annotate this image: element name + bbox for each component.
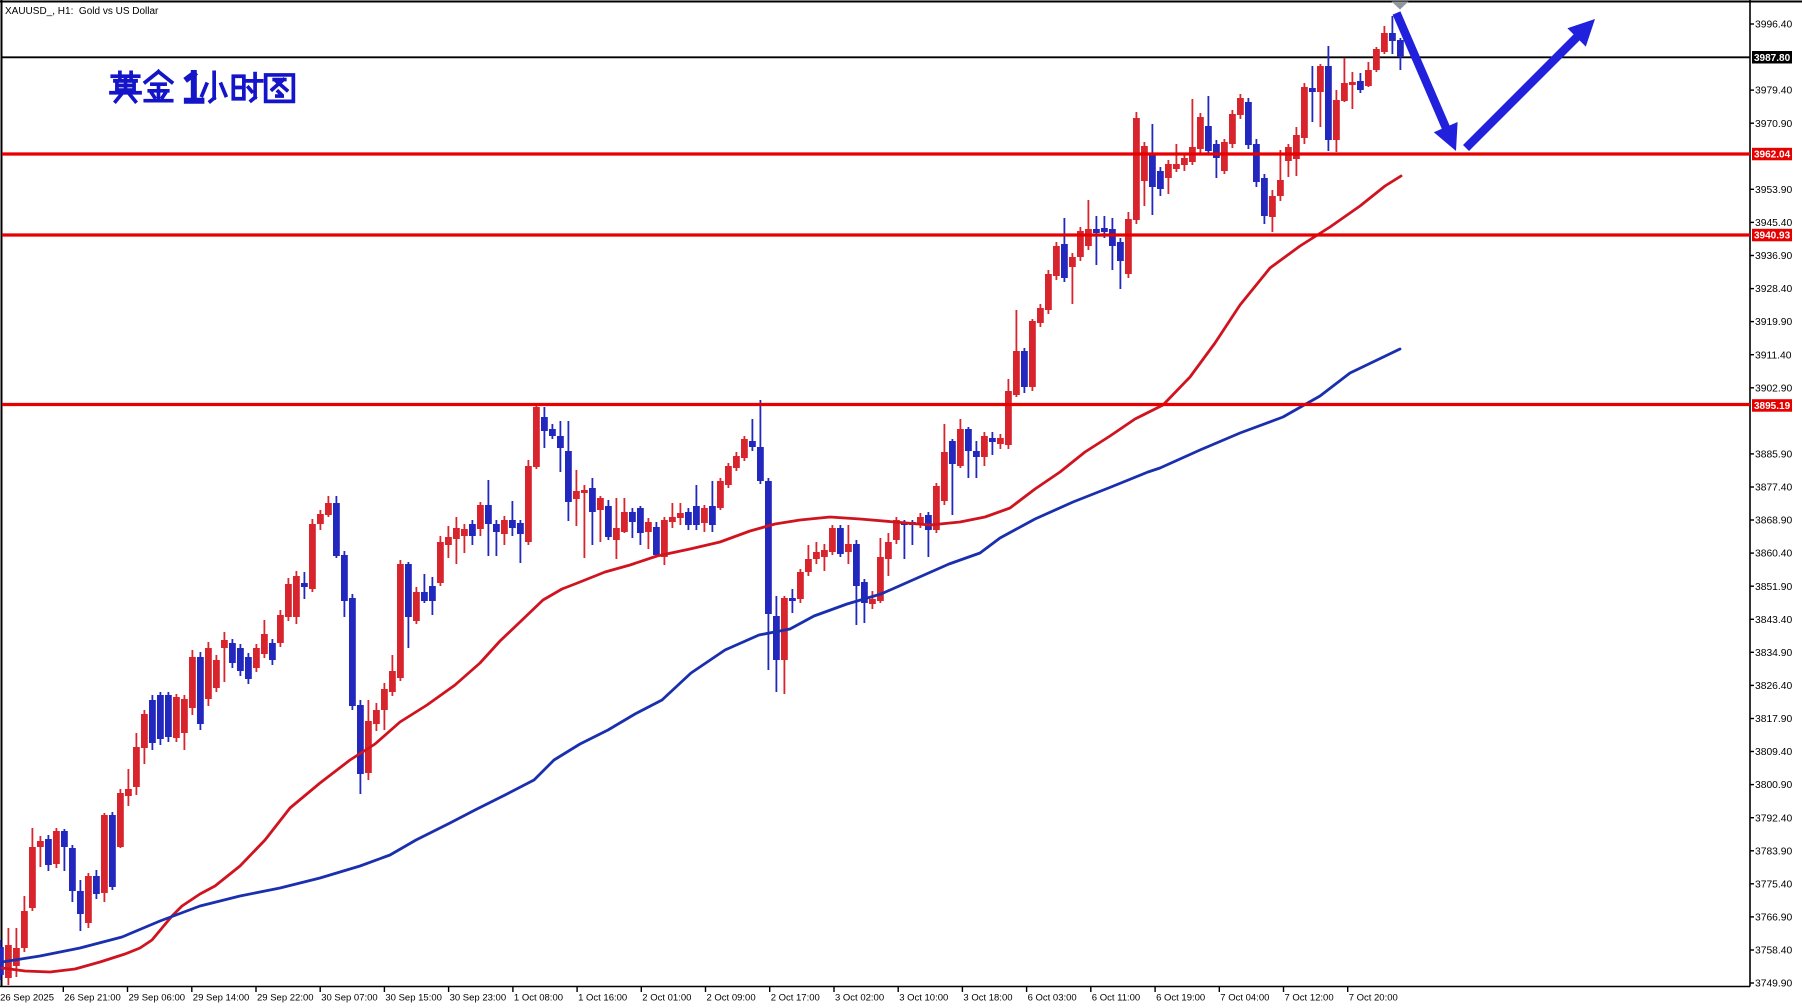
svg-text:3775.40: 3775.40 [1755,879,1792,890]
svg-text:3936.90: 3936.90 [1755,251,1792,262]
svg-text:29 Sep 14:00: 29 Sep 14:00 [193,993,250,1004]
svg-text:3851.90: 3851.90 [1755,582,1792,593]
svg-text:3843.40: 3843.40 [1755,615,1792,626]
svg-text:3945.40: 3945.40 [1755,218,1792,229]
svg-text:6 Oct 03:00: 6 Oct 03:00 [1028,993,1077,1004]
svg-text:2 Oct 09:00: 2 Oct 09:00 [707,993,756,1004]
svg-text:3749.90: 3749.90 [1755,979,1792,990]
svg-text:3970.90: 3970.90 [1755,119,1792,130]
svg-text:3953.90: 3953.90 [1755,185,1792,196]
svg-text:3979.40: 3979.40 [1755,86,1792,97]
svg-text:6 Oct 11:00: 6 Oct 11:00 [1092,993,1140,1004]
svg-text:3996.40: 3996.40 [1755,20,1792,31]
svg-text:6 Oct 19:00: 6 Oct 19:00 [1156,993,1205,1004]
svg-text:26 Sep 2025: 26 Sep 2025 [0,993,54,1004]
svg-text:1 Oct 08:00: 1 Oct 08:00 [514,993,563,1004]
svg-text:3987.80: 3987.80 [1754,53,1791,64]
svg-text:3758.40: 3758.40 [1755,946,1792,957]
svg-text:3868.90: 3868.90 [1755,516,1792,527]
svg-text:3895.19: 3895.19 [1754,401,1791,412]
svg-text:7 Oct 04:00: 7 Oct 04:00 [1220,993,1269,1004]
svg-text:30 Sep 23:00: 30 Sep 23:00 [450,993,507,1004]
svg-text:30 Sep 07:00: 30 Sep 07:00 [321,993,378,1004]
svg-text:3766.90: 3766.90 [1755,913,1792,924]
svg-text:XAUUSD_, H1: Gold vs US Dolla: XAUUSD_, H1: Gold vs US Dollar [5,6,159,17]
svg-text:30 Sep 15:00: 30 Sep 15:00 [385,993,442,1004]
svg-text:3 Oct 18:00: 3 Oct 18:00 [963,993,1012,1004]
svg-text:1 Oct 16:00: 1 Oct 16:00 [578,993,627,1004]
svg-text:3817.90: 3817.90 [1755,714,1792,725]
svg-text:7 Oct 12:00: 7 Oct 12:00 [1285,993,1334,1004]
svg-text:3809.40: 3809.40 [1755,747,1792,758]
svg-text:3800.90: 3800.90 [1755,780,1792,791]
svg-text:26 Sep 21:00: 26 Sep 21:00 [64,993,121,1004]
svg-text:7 Oct 20:00: 7 Oct 20:00 [1349,993,1398,1004]
svg-text:3 Oct 10:00: 3 Oct 10:00 [899,993,948,1004]
svg-text:3792.40: 3792.40 [1755,813,1792,824]
svg-text:3834.90: 3834.90 [1755,648,1792,659]
svg-text:3911.40: 3911.40 [1755,350,1792,361]
svg-text:3940.93: 3940.93 [1754,231,1791,242]
svg-text:2 Oct 01:00: 2 Oct 01:00 [642,993,691,1004]
svg-text:3928.40: 3928.40 [1755,284,1792,295]
svg-text:3 Oct 02:00: 3 Oct 02:00 [835,993,884,1004]
svg-text:29 Sep 22:00: 29 Sep 22:00 [257,993,314,1004]
svg-text:3783.90: 3783.90 [1755,846,1792,857]
svg-text:3826.40: 3826.40 [1755,681,1792,692]
svg-text:3919.90: 3919.90 [1755,317,1792,328]
svg-text:2 Oct 17:00: 2 Oct 17:00 [771,993,820,1004]
svg-text:3877.40: 3877.40 [1755,483,1792,494]
svg-text:3962.04: 3962.04 [1754,150,1791,161]
svg-text:3860.40: 3860.40 [1755,549,1792,560]
svg-text:3902.90: 3902.90 [1755,383,1792,394]
svg-text:3885.90: 3885.90 [1755,450,1792,461]
svg-text:29 Sep 06:00: 29 Sep 06:00 [129,993,186,1004]
